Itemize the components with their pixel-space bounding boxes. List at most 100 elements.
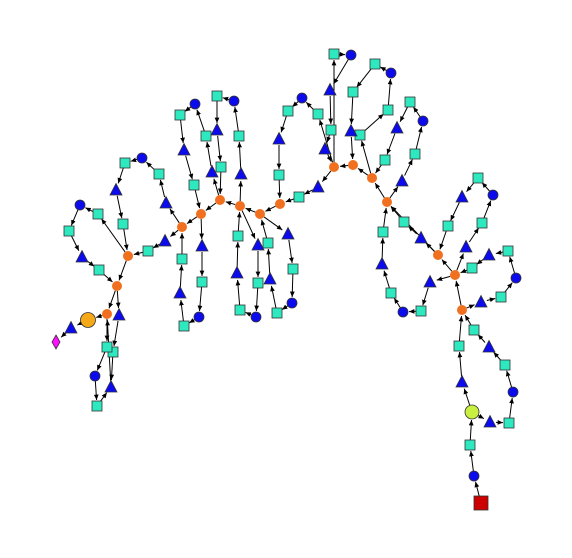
edge-s42-t27 [179,299,184,322]
node-square-s46 [117,218,129,230]
edge-s19-s20 [363,113,384,133]
edge-c10-s30 [281,304,289,311]
node-square-s37 [215,161,227,173]
node-junction-j1 [457,305,467,315]
node-tri-t21 [230,265,244,279]
node-square-s22 [347,86,359,98]
node-square-s36 [211,90,223,102]
node-circle-c3 [510,272,522,284]
edge-t11-s16 [404,159,413,176]
node-square-s16 [409,148,421,160]
node-junction-j2 [450,270,460,280]
node-tri-t28 [159,195,173,209]
edge-s14-j4 [383,207,388,228]
node-tri-t16 [272,131,286,145]
edge-s22-t13 [349,96,355,125]
node-square-s53 [91,400,103,412]
edge-s34-j10 [236,211,242,232]
node-square-s4 [499,359,511,371]
node-square-s30 [271,307,283,319]
edge-s6-c3 [503,282,513,294]
edge-j14-j15 [118,260,127,281]
edge-c2-s4 [505,370,513,388]
node-tri-t30 [158,233,172,247]
node-square-s10 [472,172,484,184]
node-tri-t26 [195,238,209,252]
edge-c3-s7 [508,256,516,274]
node-junction-j11 [215,195,225,205]
node-square-s48 [92,208,104,220]
node-junction-j10 [235,201,245,211]
node-junction-j13 [177,222,187,232]
node-square-s20 [382,104,394,116]
edge-t1-s2 [457,351,463,377]
node-square-s11 [442,220,454,232]
edge-s33-t21 [235,279,241,306]
node-square-s2 [453,340,465,352]
node-tri-t31 [75,249,89,263]
edge-s26-t16 [280,115,287,133]
node-large-hub2 [80,312,96,328]
edge-s9-c4 [483,200,492,219]
node-tri-t4 [474,294,488,308]
edge-c15-s45 [130,157,138,163]
node-junction-j7 [329,162,339,172]
edge-j2-t8 [436,275,451,281]
edge-t3-s5 [477,334,486,343]
edge-t22-s35 [237,141,242,169]
node-start-start [473,495,489,511]
edge-s28-j8 [285,197,295,203]
edge-j2-j3 [441,259,453,272]
edge-t7-s11 [450,202,460,221]
edge-start-c1 [474,481,480,497]
edge-j15-j16 [108,290,116,309]
node-circle-c7 [385,67,397,79]
node-square-s6 [495,291,507,303]
node-square-s33 [234,304,246,316]
node-tri-t10 [414,230,428,244]
edge-s41-c14 [197,286,203,312]
node-tri-t2 [483,414,497,428]
edge-t18-s29 [288,239,294,264]
node-square-s14 [377,226,389,238]
edge-s17-t12 [399,106,409,122]
edge-s13-t9 [383,270,390,289]
node-square-s35 [233,130,245,142]
edge-j15-t32 [115,290,121,309]
node-square-s34 [232,230,244,242]
node-square-s23 [328,48,340,60]
edge-t27-s43 [178,264,184,288]
edge-s37-j11 [217,171,223,195]
node-square-s41 [196,276,208,288]
node-tri-t23 [210,122,224,136]
edge-s46-j14 [123,228,129,251]
node-square-s44 [153,168,165,180]
node-square-s49 [63,225,75,237]
node-circle-c17 [89,370,101,382]
node-circle-c2 [507,386,519,398]
node-square-s26 [282,105,294,117]
node-tri-t17 [311,179,325,193]
edge-c12-s36 [222,96,230,102]
node-tri-t20 [251,237,265,251]
edge-j2-t6 [456,253,464,271]
node-square-s32 [252,277,264,289]
edge-t9-s14 [380,237,386,259]
edge-j1-j2 [454,280,462,306]
node-circle-c10 [286,297,298,309]
edge-t24-s38 [205,141,212,167]
edge-t14-s24 [328,95,334,125]
node-tri-t19 [263,271,277,285]
node-diamond-end [51,334,61,350]
edge-t4-s6 [486,297,496,303]
node-lime-hub [464,404,480,420]
edge-j5-s19 [360,140,372,174]
node-square-s29 [287,263,299,275]
node-square-s24 [325,124,337,136]
node-tri-t3 [482,339,496,353]
edge-t6-s9 [468,227,480,243]
edge-j13-t30 [170,229,179,237]
node-tri-t34 [64,320,78,334]
node-tri-t24 [205,164,219,178]
